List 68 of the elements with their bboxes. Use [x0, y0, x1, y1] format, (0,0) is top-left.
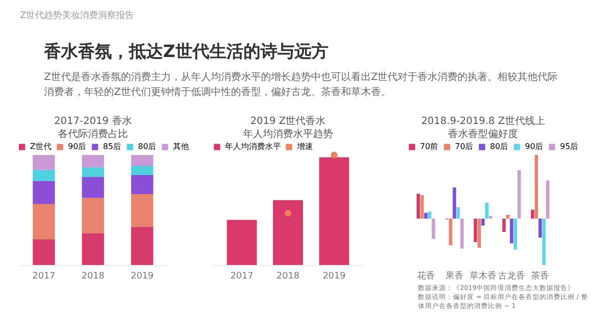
bar: [32, 180, 55, 204]
bar: [542, 218, 546, 265]
bar: [416, 194, 420, 219]
bar: [538, 218, 542, 238]
x-tick-label: 2019: [130, 272, 154, 282]
bar: [428, 212, 432, 219]
bar: [514, 218, 518, 250]
x-tick-label: 2019: [322, 272, 346, 282]
legend-label: Z世代: [30, 142, 52, 151]
bar: [82, 198, 104, 234]
text: 香水香氛，抵达Z世代生活的诗与远方: [44, 41, 328, 63]
bar: [82, 177, 104, 198]
legend-label: 70前: [420, 142, 438, 151]
bar: [506, 214, 510, 219]
legend-label: 90后: [525, 142, 544, 151]
bar: [546, 180, 550, 219]
bar: [420, 195, 424, 219]
bar: [82, 167, 104, 177]
bar: [474, 218, 478, 242]
bar: [424, 212, 428, 219]
x-tick-label: 花香: [416, 270, 435, 282]
legend-label: 90后: [68, 142, 86, 151]
chart-subtitle: 年人均消费水平趋势: [243, 128, 333, 140]
bar: [478, 218, 481, 248]
bar: [530, 210, 534, 219]
legend-label: 年人均消费水平: [225, 142, 281, 151]
x-tick-label: 古龙香: [498, 270, 526, 282]
bar: [456, 207, 460, 219]
bar: [32, 204, 55, 240]
bar: [131, 155, 154, 166]
text: Z世代趋势美妆消费洞察报告: [20, 10, 134, 22]
bar: [32, 170, 55, 181]
x-tick-label: 2018: [82, 272, 105, 282]
bar: [131, 174, 154, 194]
x-tick-label: 草木香: [470, 270, 496, 282]
chart-title: 2017-2019 香水: [54, 115, 132, 127]
text: Z世代是香水香氛的消费主力，从年人均消费水平的增长趋势中也可以看出Z世代对于香水消费的执著。相较其他代际消费者，年轻的Z世代们更钟情于低调中性的香型，偏好古龙、茶香和草木香。: [44, 70, 559, 100]
chart-subtitle: 香水香型偏好度: [448, 128, 518, 140]
x-tick-label: 茶香: [531, 270, 550, 282]
legend-label: 95后: [560, 142, 578, 151]
bar: [488, 216, 492, 219]
bar: [517, 170, 521, 219]
chart-title: 2019 Z世代香水: [250, 115, 326, 127]
x-tick-label: 2017: [230, 272, 254, 282]
bar: [131, 227, 154, 265]
x-tick-label: 2018: [276, 272, 300, 282]
bar: [82, 155, 104, 168]
legend-label: 增速: [296, 142, 313, 151]
legend-label: 70后: [455, 142, 474, 151]
bar: [448, 218, 452, 246]
bar: [485, 202, 488, 219]
bar: [32, 155, 55, 170]
bar: [32, 239, 55, 265]
bar: [452, 187, 456, 219]
legend-label: 85后: [103, 142, 122, 151]
chart-title: 2018.9-2019.8 Z世代线上: [421, 115, 545, 127]
x-tick-label: 2017: [32, 272, 56, 282]
bar: [82, 233, 104, 265]
bar: [131, 194, 154, 228]
legend-label: 80后: [490, 142, 508, 151]
bar: [534, 155, 538, 219]
bar: [131, 165, 154, 175]
bar: [510, 218, 514, 244]
chart-subtitle: 各代际消费占比: [58, 128, 128, 140]
legend-label: 80后: [138, 142, 156, 151]
legend-label: 其他: [173, 142, 189, 151]
bar: [432, 218, 436, 239]
x-tick-label: 果香: [445, 270, 464, 282]
